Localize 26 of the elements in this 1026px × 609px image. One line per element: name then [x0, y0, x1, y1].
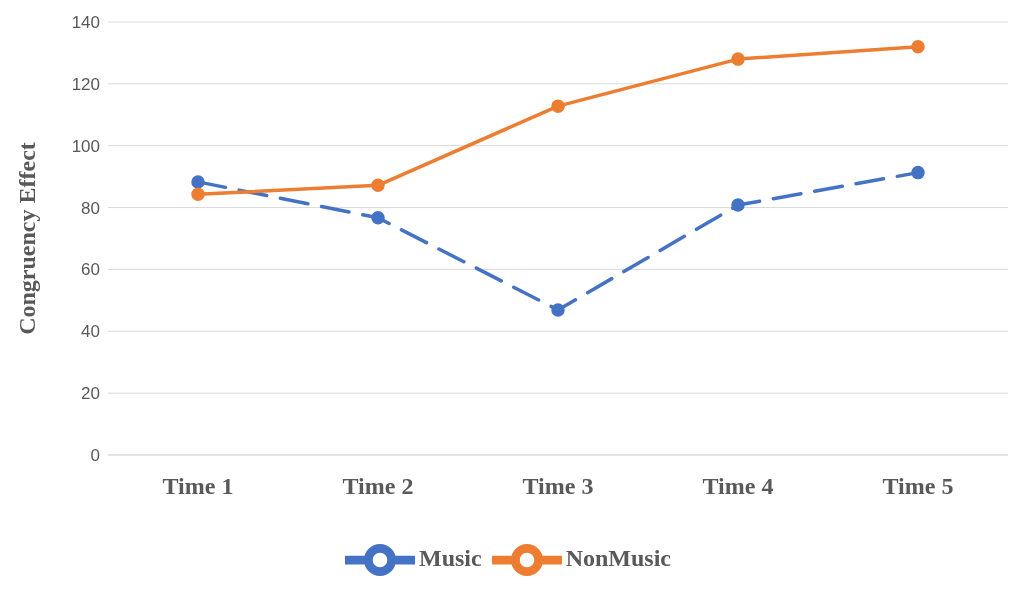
- y-tick-label: 0: [90, 446, 100, 466]
- point: [731, 52, 745, 66]
- point: [191, 175, 205, 189]
- y-tick-label: 120: [71, 74, 100, 94]
- x-tick-label: Time 1: [162, 473, 234, 500]
- x-tick-label: Time 2: [342, 473, 414, 500]
- point: [911, 39, 925, 54]
- y-tick-label: 100: [71, 136, 100, 156]
- y-tick-label: 40: [81, 322, 100, 342]
- point: [191, 187, 205, 202]
- point: [731, 198, 745, 212]
- x-tick-label: Time 3: [522, 473, 594, 500]
- x-tick-label: Time 4: [702, 473, 774, 500]
- legend-label: NonMusic: [565, 544, 671, 571]
- point: [371, 178, 385, 193]
- y-axis-title: Congruency Effect: [13, 142, 40, 335]
- y-tick-label: 140: [71, 13, 100, 33]
- y-tick-label: 60: [81, 260, 100, 280]
- point: [551, 99, 565, 113]
- point: [911, 165, 925, 180]
- x-tick-label: Time 5: [882, 473, 954, 500]
- y-tick-label: 20: [81, 384, 100, 404]
- y-tick-label: 80: [81, 198, 100, 218]
- point: [371, 211, 385, 225]
- point: [551, 303, 565, 317]
- legend-label: Music: [418, 544, 482, 571]
